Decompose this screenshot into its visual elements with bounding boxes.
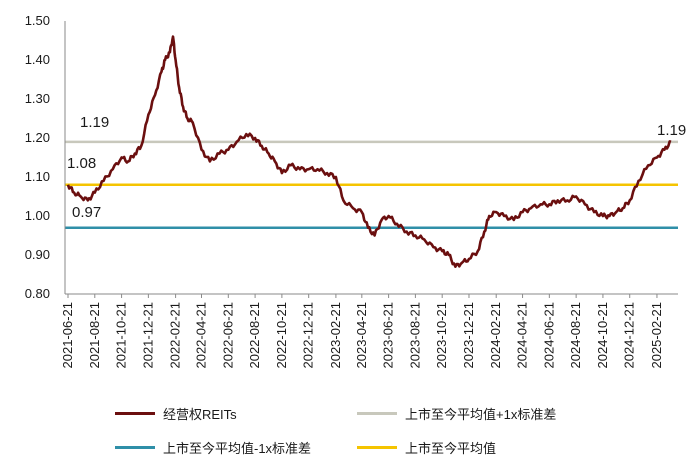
x-tick-label-12: 2023-06-21 (381, 302, 396, 369)
latest-value-annotation: 1.19 (657, 122, 686, 139)
x-tick-label-15: 2023-12-21 (461, 302, 476, 369)
y-tick-label-6: 1.40 (25, 52, 50, 67)
x-tick-label-4: 2022-02-21 (168, 302, 183, 369)
x-tick-label-22: 2025-02-21 (649, 302, 664, 369)
x-tick-label-3: 2021-12-21 (140, 302, 155, 369)
y-tick-label-0: 0.80 (25, 286, 50, 301)
x-tick-label-5: 2022-04-21 (194, 302, 209, 369)
y-tick-label-7: 1.50 (25, 13, 50, 28)
x-tick-label-6: 2022-06-21 (220, 302, 235, 369)
plus-std-annotation: 1.19 (80, 114, 109, 131)
y-tick-label-3: 1.10 (25, 169, 50, 184)
x-tick-label-21: 2024-12-21 (622, 302, 637, 369)
plot-area (65, 35, 678, 268)
x-tick-label-17: 2024-04-21 (515, 302, 530, 369)
x-tick-label-9: 2022-12-21 (301, 302, 316, 369)
y-tick-labels: 0.80 0.90 1.00 1.10 1.20 1.30 1.40 1.50 (25, 13, 50, 301)
reits-series-line (66, 35, 672, 268)
x-tick-label-20: 2024-10-21 (595, 302, 610, 369)
y-tick-label-2: 1.00 (25, 208, 50, 223)
x-tick-label-19: 2024-08-21 (568, 302, 583, 369)
x-tick-label-14: 2023-10-21 (434, 302, 449, 369)
x-tick-label-16: 2024-02-21 (488, 302, 503, 369)
x-tick-label-2: 2021-10-21 (114, 302, 129, 369)
minus-std-annotation: 0.97 (72, 204, 101, 221)
y-tick-label-5: 1.30 (25, 91, 50, 106)
y-tick-label-4: 1.20 (25, 130, 50, 145)
x-tick-label-11: 2023-04-21 (354, 302, 369, 369)
x-tick-label-0: 2021-06-21 (60, 302, 75, 369)
x-tick-label-7: 2022-08-21 (247, 302, 262, 369)
x-tick-label-13: 2023-08-21 (407, 302, 422, 369)
x-tick-label-10: 2023-02-21 (328, 302, 343, 369)
x-tick-label-1: 2021-08-21 (87, 302, 102, 369)
x-tick-labels: 2021-06-21 2021-08-21 2021-10-21 2021-12-21… (60, 294, 664, 369)
mean-annotation: 1.08 (67, 155, 96, 172)
x-tick-label-18: 2024-06-21 (541, 302, 556, 369)
x-tick-label-8: 2022-10-21 (274, 302, 289, 369)
y-tick-label-1: 0.90 (25, 247, 50, 262)
